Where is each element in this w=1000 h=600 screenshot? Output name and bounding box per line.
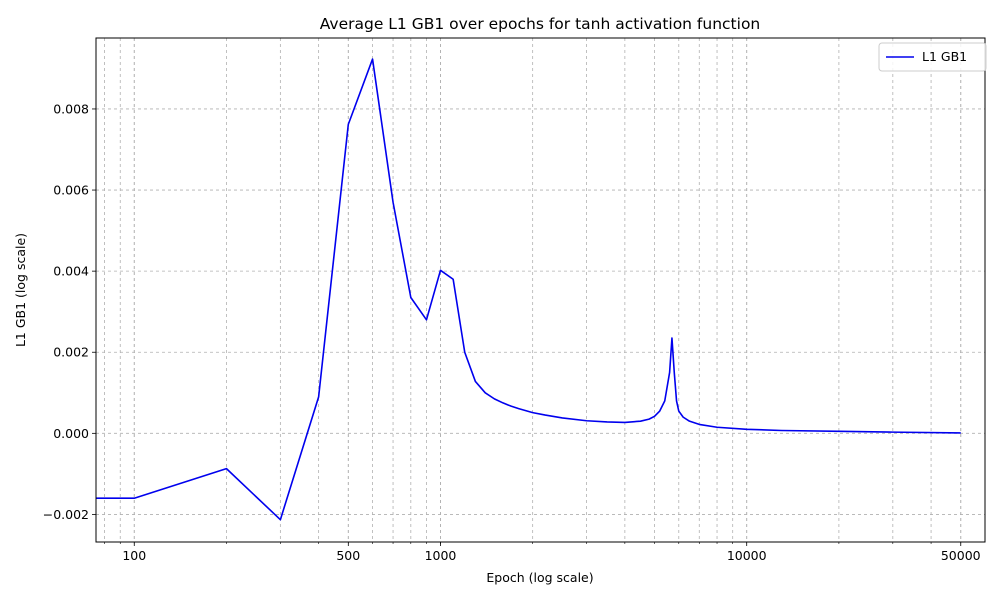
x-tick-label: 10000: [727, 548, 767, 563]
chart-title: Average L1 GB1 over epochs for tanh acti…: [320, 15, 761, 33]
x-tick-label: 50000: [941, 548, 981, 563]
y-tick-label: 0.006: [53, 183, 89, 198]
x-tick-label: 100: [122, 548, 146, 563]
legend: L1 GB1: [878, 42, 987, 72]
series-group: [96, 58, 961, 521]
y-tick-label: 0.004: [53, 264, 89, 279]
legend-label: L1 GB1: [922, 49, 967, 64]
y-tick-label: 0.008: [53, 101, 89, 116]
y-axis-label: L1 GB1 (log scale): [13, 233, 28, 347]
plot-frame: [95, 37, 986, 543]
y-tick-label: 0.000: [53, 426, 89, 441]
x-tick-label: 1000: [425, 548, 457, 563]
y-tick-label: 0.002: [53, 345, 89, 360]
series-line-l1-gb1: [96, 58, 961, 521]
grid: [96, 38, 985, 542]
x-tick-label: 500: [336, 548, 360, 563]
x-axis-label: Epoch (log scale): [486, 570, 593, 585]
legend-box: [878, 42, 987, 72]
y-tick-label: −0.002: [43, 507, 89, 522]
axis-ticks: 100 500 1000 10000 50000 −0.002 0.000 0.002 0.00…: [43, 101, 981, 563]
